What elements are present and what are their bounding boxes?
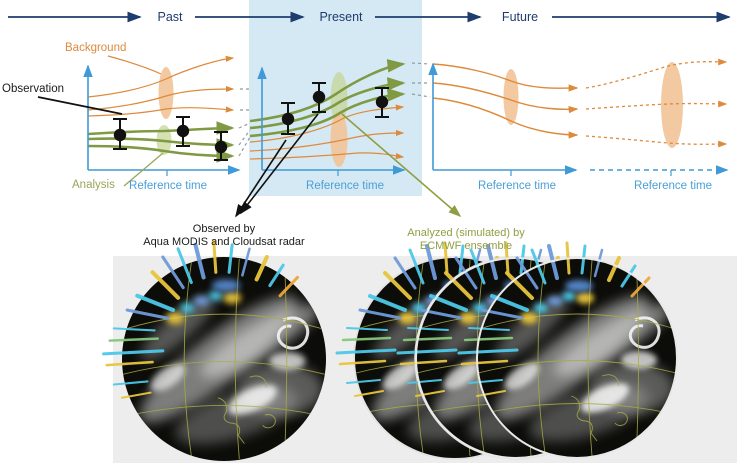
analysis-leader-line	[123, 152, 164, 187]
observed-by-line1: Observed by	[192, 223, 256, 235]
timeline-label-past: Past	[157, 10, 183, 24]
observed-pointer-arrow	[240, 113, 319, 215]
future-panel	[428, 62, 579, 176]
observation-point	[176, 116, 190, 147]
observation-point	[375, 87, 389, 118]
observation-point	[312, 82, 326, 113]
future-axes	[428, 62, 578, 176]
annotation-arrows	[235, 113, 462, 218]
analyzed-by-line1: Analyzed (simulated) by	[407, 227, 525, 239]
past-observations	[113, 116, 228, 161]
forecast-uncertainty-lens	[503, 69, 519, 125]
past-axes	[83, 64, 241, 176]
panel-connector-dashes	[411, 62, 431, 98]
forecast-trajectories-dashed	[585, 58, 728, 148]
observation-point	[281, 102, 295, 135]
observation-label: Observation	[2, 83, 65, 95]
present-panel	[249, 59, 406, 176]
far-future-panel	[585, 58, 729, 176]
observed-by-annotation: Observed by Aqua MODIS and Cloudsat rada…	[143, 223, 304, 248]
analysis-label: Analysis	[72, 179, 115, 191]
present-observations	[281, 82, 389, 135]
ensemble-globes	[337, 243, 677, 459]
background-trajectories	[87, 55, 235, 117]
analyzed-by-annotation: Analyzed (simulated) by ECMWF ensemble	[407, 227, 524, 252]
forecast-uncertainty-lens-large	[661, 62, 683, 148]
analyzed-pointer-arrow	[341, 113, 462, 218]
background-label: Background	[65, 42, 127, 54]
reference-time-label-past: Reference time	[129, 180, 207, 192]
background-uncertainty-lens	[330, 111, 348, 167]
observed-by-line2: Aqua MODIS and Cloudsat radar	[143, 235, 305, 248]
reference-time-label-present: Reference time	[306, 180, 384, 192]
ensemble-member-globe	[459, 243, 677, 458]
past-panel	[37, 55, 241, 187]
reference-time-label-future: Reference time	[478, 180, 556, 192]
forecast-trajectories	[432, 63, 579, 139]
far-future-axis	[590, 165, 729, 176]
observation-point	[214, 131, 228, 161]
reference-time-label-far-future: Reference time	[634, 180, 712, 192]
background-uncertainty-lens	[158, 67, 174, 119]
analyzed-by-line2: ECMWF ensemble	[419, 239, 513, 252]
observation-point	[113, 118, 127, 150]
present-axes	[257, 66, 406, 176]
observation-leader-line	[37, 96, 123, 115]
timeline-label-present: Present	[319, 10, 363, 24]
timeline-label-future: Future	[501, 10, 539, 24]
panel-connector-dashes	[238, 88, 251, 157]
